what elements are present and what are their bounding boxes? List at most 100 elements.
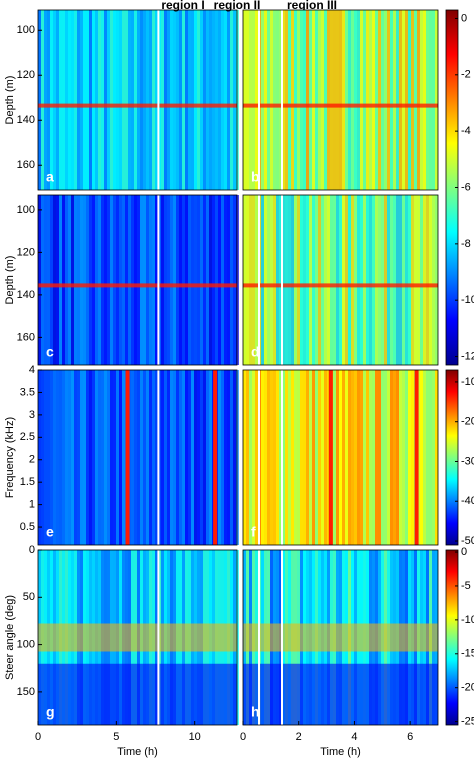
texture-stripe <box>173 370 176 545</box>
texture-stripe <box>435 370 438 545</box>
texture-stripe <box>264 195 267 365</box>
texture-stripe <box>381 10 384 190</box>
texture-stripe <box>282 195 285 365</box>
texture-stripe <box>432 10 435 190</box>
texture-stripe <box>360 10 363 190</box>
texture-stripe <box>161 10 164 190</box>
panel-letter: a <box>46 169 54 185</box>
texture-stripe <box>179 195 182 365</box>
texture-stripe <box>200 10 203 190</box>
panel-letter: g <box>46 704 55 720</box>
x-tick-label: 0 <box>35 731 41 743</box>
texture-stripe <box>321 10 324 190</box>
texture-stripe <box>432 195 435 365</box>
texture-stripe <box>288 195 291 365</box>
texture-stripe <box>44 370 47 545</box>
texture-stripe <box>203 10 206 190</box>
texture-stripe <box>110 370 113 545</box>
texture-stripe <box>146 370 149 545</box>
texture-stripe <box>399 370 402 545</box>
texture-stripe <box>161 195 164 365</box>
texture-stripe <box>143 370 146 545</box>
texture-stripe <box>47 195 50 365</box>
texture-stripe <box>74 370 77 545</box>
texture-stripe <box>399 195 402 365</box>
texture-stripe <box>140 10 143 190</box>
texture-stripe <box>38 370 41 545</box>
texture-stripe <box>354 195 357 365</box>
texture-stripe <box>137 370 140 545</box>
texture-stripe <box>402 370 405 545</box>
texture-stripe <box>191 370 194 545</box>
texture-stripe <box>387 370 390 545</box>
texture-stripe <box>140 195 143 365</box>
texture-stripe <box>47 370 50 545</box>
texture-stripe <box>152 195 155 365</box>
spike <box>414 370 419 545</box>
texture-stripe <box>86 195 89 365</box>
texture-stripe <box>65 10 68 190</box>
texture-stripe <box>185 195 188 365</box>
texture-stripe <box>221 10 224 190</box>
texture-stripe <box>435 10 438 190</box>
x-tick-label: 2 <box>296 731 302 743</box>
y-tick-label: 140 <box>17 289 35 301</box>
texture-stripe <box>288 10 291 190</box>
texture-stripe <box>179 10 182 190</box>
texture-stripe <box>396 10 399 190</box>
texture-stripe <box>402 195 405 365</box>
texture-stripe <box>212 10 215 190</box>
texture-stripe <box>92 195 95 365</box>
texture-stripe <box>218 195 221 365</box>
texture-stripe <box>279 370 282 545</box>
texture-stripe <box>77 195 80 365</box>
region-label: region II <box>214 0 261 12</box>
texture-stripe <box>267 10 270 190</box>
texture-stripe <box>236 370 239 545</box>
texture-stripe <box>420 10 423 190</box>
panel-frame <box>242 549 439 726</box>
gap <box>157 370 160 545</box>
texture-stripe <box>92 10 95 190</box>
texture-stripe <box>173 10 176 190</box>
texture-stripe <box>294 195 297 365</box>
y-tick-label: 2 <box>29 454 35 466</box>
texture-stripe <box>327 10 330 190</box>
panel-letter: b <box>251 169 260 185</box>
texture-stripe <box>218 370 221 545</box>
texture-stripe <box>324 370 327 545</box>
layer-band <box>38 283 237 288</box>
texture-stripe <box>360 195 363 365</box>
texture-stripe <box>435 195 438 365</box>
texture-stripe <box>194 195 197 365</box>
texture-stripe <box>221 370 224 545</box>
panel-frame <box>37 369 238 546</box>
panel-frame <box>242 194 439 366</box>
texture-stripe <box>324 10 327 190</box>
texture-stripe <box>68 370 71 545</box>
texture-stripe <box>203 370 206 545</box>
texture-stripe <box>375 195 378 365</box>
texture-stripe <box>59 10 62 190</box>
texture-stripe <box>273 10 276 190</box>
texture-stripe <box>200 370 203 545</box>
texture-stripe <box>309 370 312 545</box>
texture-stripe <box>336 195 339 365</box>
texture-stripe <box>393 370 396 545</box>
x-tick-label: 6 <box>407 731 413 743</box>
texture-stripe <box>209 10 212 190</box>
texture-stripe <box>38 195 41 365</box>
texture-stripe <box>107 370 110 545</box>
texture-stripe <box>279 195 282 365</box>
texture-stripe <box>50 10 53 190</box>
texture-stripe <box>381 370 384 545</box>
texture-stripe <box>233 10 236 190</box>
texture-stripe <box>357 195 360 365</box>
beam-band <box>38 623 237 652</box>
texture-stripe <box>236 10 239 190</box>
texture-stripe <box>230 10 233 190</box>
texture-stripe <box>312 370 315 545</box>
texture-stripe <box>294 10 297 190</box>
texture-stripe <box>122 195 125 365</box>
texture-stripe <box>188 195 191 365</box>
